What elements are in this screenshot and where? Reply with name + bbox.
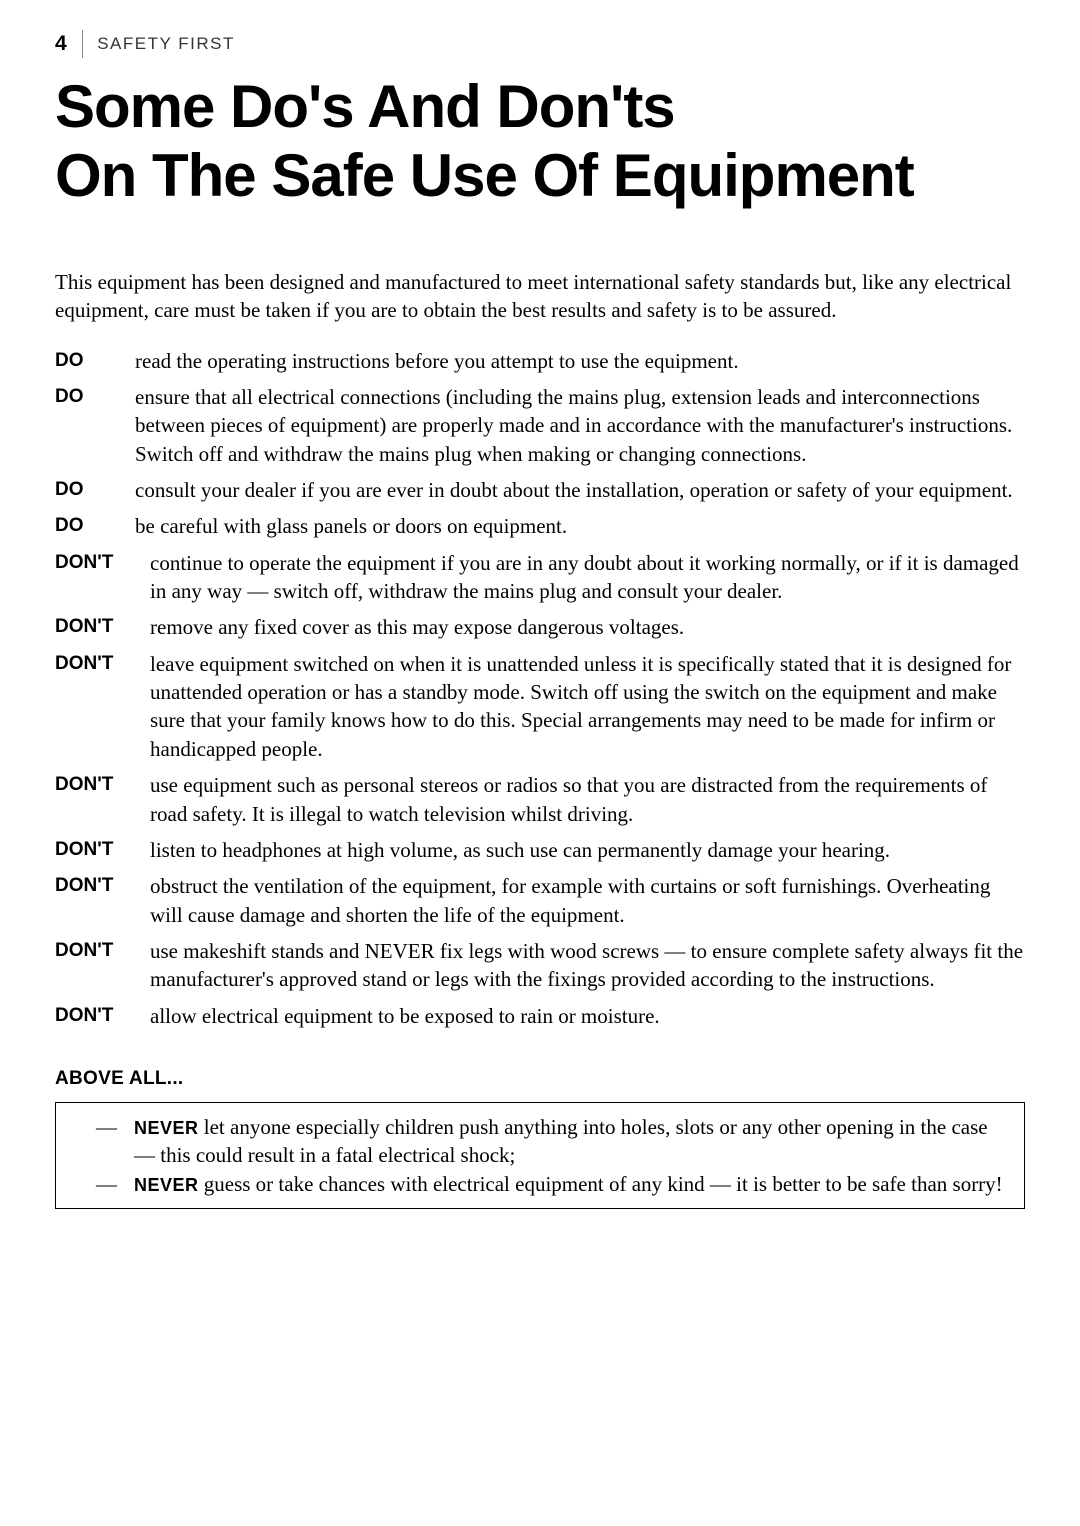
list-item: DON'Tuse equipment such as personal ster… [55,771,1025,828]
item-text: remove any fixed cover as this may expos… [150,613,1025,641]
never-item: —NEVER let anyone especially children pu… [96,1113,1006,1170]
never-item: —NEVER guess or take chances with electr… [96,1170,1006,1198]
never-label: NEVER [134,1118,199,1138]
item-label: DON'T [55,771,150,798]
item-text: use equipment such as personal stereos o… [150,771,1025,828]
list-item: DON'Tremove any fixed cover as this may … [55,613,1025,641]
item-text: continue to operate the equipment if you… [150,549,1025,606]
item-label: DON'T [55,836,150,863]
item-label: DO [55,512,135,539]
item-label: DON'T [55,1002,150,1029]
never-box: —NEVER let anyone especially children pu… [55,1102,1025,1209]
item-text: read the operating instructions before y… [135,347,1025,375]
list-item: DObe careful with glass panels or doors … [55,512,1025,540]
list-item: DON'Tallow electrical equipment to be ex… [55,1002,1025,1030]
list-item: DOensure that all electrical connections… [55,383,1025,468]
list-item: DOconsult your dealer if you are ever in… [55,476,1025,504]
item-label: DO [55,476,135,503]
item-text: use makeshift stands and NEVER fix legs … [150,937,1025,994]
item-label: DON'T [55,613,150,640]
never-label: NEVER [134,1175,199,1195]
item-text: allow electrical equipment to be exposed… [150,1002,1025,1030]
item-label: DON'T [55,549,150,576]
dash-icon: — [96,1170,134,1198]
item-label: DON'T [55,872,150,899]
dash-icon: — [96,1113,134,1141]
dos-donts-list: DOread the operating instructions before… [55,347,1025,1030]
list-item: DON'Tuse makeshift stands and NEVER fix … [55,937,1025,994]
above-all-heading: ABOVE ALL... [55,1068,1025,1090]
list-item: DON'Tcontinue to operate the equipment i… [55,549,1025,606]
item-text: listen to headphones at high volume, as … [150,836,1025,864]
item-text: ensure that all electrical connections (… [135,383,1025,468]
item-label: DON'T [55,937,150,964]
item-text: be careful with glass panels or doors on… [135,512,1025,540]
never-text: NEVER let anyone especially children pus… [134,1113,1006,1170]
page-number: 4 [55,32,68,56]
item-label: DO [55,383,135,410]
list-item: DON'Tobstruct the ventilation of the equ… [55,872,1025,929]
header-divider [82,30,83,58]
item-label: DON'T [55,650,150,677]
section-name: SAFETY FIRST [97,34,235,54]
page-title: Some Do's And Don'tsOn The Safe Use Of E… [55,72,1025,210]
item-text: obstruct the ventilation of the equipmen… [150,872,1025,929]
page-header: 4 SAFETY FIRST [55,30,1025,58]
item-text: consult your dealer if you are ever in d… [135,476,1025,504]
intro-paragraph: This equipment has been designed and man… [55,268,1025,325]
list-item: DON'Tleave equipment switched on when it… [55,650,1025,763]
item-label: DO [55,347,135,374]
item-text: leave equipment switched on when it is u… [150,650,1025,763]
never-text: NEVER guess or take chances with electri… [134,1170,1006,1198]
list-item: DOread the operating instructions before… [55,347,1025,375]
list-item: DON'Tlisten to headphones at high volume… [55,836,1025,864]
